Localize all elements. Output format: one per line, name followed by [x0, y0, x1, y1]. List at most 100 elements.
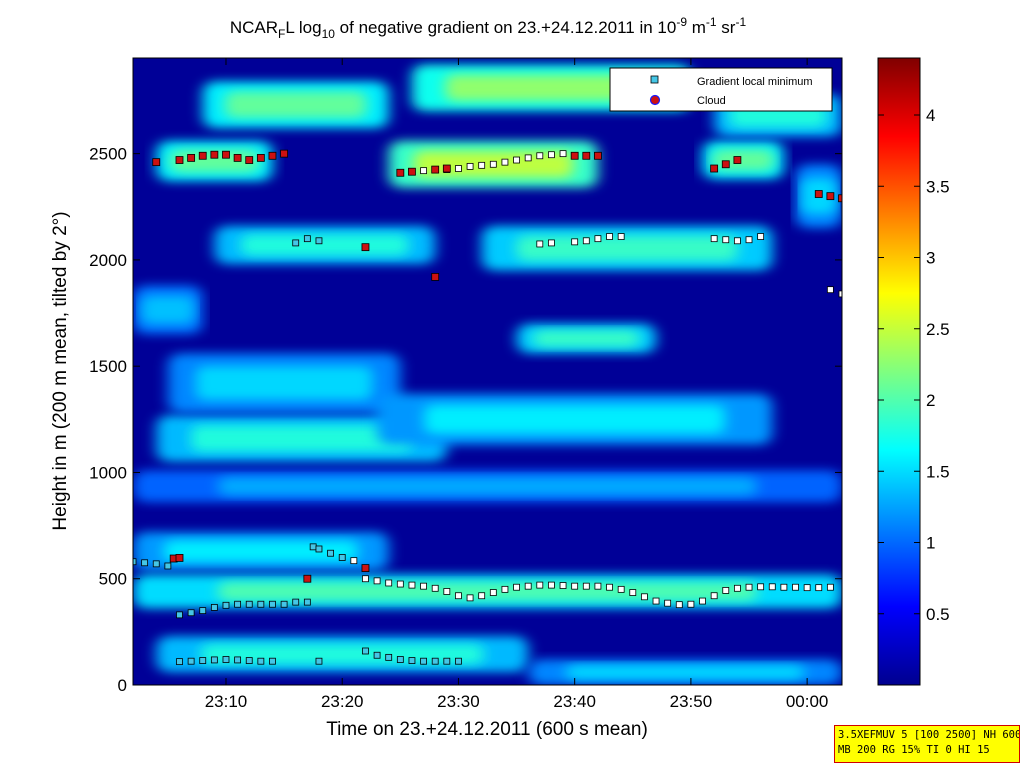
gradient-minimum-point: [210, 604, 218, 611]
cloud-point: [431, 273, 440, 281]
heat-layer-core: [516, 235, 738, 261]
chart-title: NCARFL log10 of negative gradient on 23.…: [230, 15, 747, 41]
colorbar-gradient: [878, 58, 920, 685]
cloud-point: [721, 160, 730, 169]
gradient-minimum-point: [478, 161, 486, 169]
gradient-minimum-point: [664, 599, 672, 607]
colorbar-tick-label: 1.5: [926, 462, 950, 481]
gradient-minimum-point: [350, 557, 358, 565]
gradient-minimum-point: [617, 233, 625, 240]
gradient-minimum-point: [443, 588, 451, 595]
gradient-minimum-point: [315, 545, 323, 553]
heat-layer-core: [445, 74, 658, 101]
gradient-minimum-point: [431, 584, 439, 592]
gradient-minimum-point: [466, 162, 474, 170]
cloud-point: [303, 574, 312, 583]
gradient-minimum-point: [176, 658, 183, 666]
gradient-minimum-point: [408, 657, 416, 664]
gradient-minimum-point: [571, 238, 579, 246]
cloud-point: [361, 243, 370, 252]
gradient-minimum-point: [826, 286, 834, 294]
gradient-minimum-point: [548, 151, 555, 159]
x-tick-label: 23:10: [205, 692, 248, 711]
y-tick-label: 2000: [89, 251, 127, 270]
legend: Gradient local minimum Cloud: [609, 67, 833, 112]
gradient-minimum-point: [582, 237, 590, 245]
gradient-minimum-point: [536, 581, 544, 589]
heat-layer-core: [533, 330, 640, 347]
gradient-minimum-point: [548, 239, 555, 247]
gradient-minimum-point: [187, 609, 195, 617]
gradient-minimum-point: [141, 559, 149, 567]
cloud-point: [733, 156, 742, 164]
legend-label-minimum: Gradient local minimum: [697, 76, 813, 88]
gradient-minimum-point: [362, 575, 369, 583]
cloud-point: [222, 150, 230, 159]
gradient-minimum-point: [524, 582, 532, 590]
cloud-point: [245, 156, 254, 164]
gradient-minimum-point: [269, 600, 276, 608]
gradient-minimum-point: [373, 577, 381, 585]
heat-layer-core: [712, 149, 775, 171]
colorbar-tick-label: 1: [926, 534, 935, 553]
plot-area: 23:10 23:20 23:30 23:40 23:50 00:00 0 500 1000 1…: [89, 57, 843, 711]
cloud-point: [175, 156, 184, 164]
gradient-minimum-point: [210, 656, 218, 664]
legend-marker-cloud: [649, 94, 661, 106]
legend-marker-minimum: [650, 75, 659, 84]
gradient-minimum-point: [652, 597, 660, 605]
gradient-minimum-point: [420, 582, 427, 590]
gradient-minimum-point: [455, 165, 462, 172]
gradient-minimum-point: [536, 152, 544, 160]
heat-layer-core: [218, 581, 757, 602]
cloud-point: [280, 149, 288, 158]
colorbar-tick-label: 2.5: [926, 320, 950, 339]
cloud-point: [408, 167, 416, 176]
gradient-minimum-point: [629, 589, 637, 596]
gradient-minimum-point: [548, 581, 555, 589]
legend-label-cloud: Cloud: [697, 95, 726, 107]
gradient-minimum-point: [699, 597, 706, 605]
cloud-point: [256, 153, 265, 162]
gradient-minimum-point: [501, 585, 509, 593]
y-tick-label: 500: [99, 570, 127, 589]
y-ticks: 0 500 1000 1500 2000 2500: [89, 145, 842, 695]
gradient-minimum-point: [420, 657, 427, 665]
gradient-minimum-point: [152, 560, 160, 568]
gradient-minimum-point: [559, 582, 567, 589]
colorbar-ticks: 0.5 1 1.5 2 2.5 3 3.5 4: [878, 106, 950, 624]
heat-layer-core: [163, 540, 359, 562]
x-tick-label: 23:50: [670, 692, 713, 711]
gradient-minimum-point: [222, 601, 230, 609]
gradient-minimum-point: [338, 554, 346, 561]
y-tick-label: 1500: [89, 357, 127, 376]
gradient-minimum-point: [385, 579, 393, 587]
gradient-minimum-point: [524, 154, 532, 162]
cloud-point: [198, 151, 207, 160]
cloud-point: [594, 151, 602, 160]
y-tick-label: 0: [118, 676, 127, 695]
gradient-minimum-point: [780, 583, 788, 591]
gradient-minimum-point: [245, 600, 253, 608]
gradient-minimum-point: [757, 583, 765, 591]
heat-layer-core: [141, 296, 195, 324]
gradient-minimum-point: [536, 240, 544, 248]
gradient-minimum-point: [164, 562, 172, 570]
cloud-point: [175, 553, 184, 562]
heat-layer-core: [240, 234, 409, 256]
plot-frame: [132, 57, 843, 686]
gradient-minimum-point: [745, 236, 753, 244]
gradient-minimum-point: [199, 607, 207, 615]
gradient-minimum-point: [815, 584, 823, 592]
x-tick-label: 00:00: [786, 692, 829, 711]
gradient-minimum-point: [257, 600, 265, 608]
colorbar-tick-label: 3.5: [926, 177, 950, 196]
cloud-point: [826, 192, 835, 201]
gradient-minimum-point: [327, 549, 334, 557]
x-ticks: 23:10 23:20 23:30 23:40 23:50 00:00: [205, 58, 829, 711]
gradient-minimum-point: [606, 583, 613, 591]
gradient-minimum-point: [420, 167, 427, 175]
cloud-point: [268, 151, 277, 160]
gradient-minimum-point: [280, 600, 288, 608]
heat-layer-core: [424, 405, 725, 434]
